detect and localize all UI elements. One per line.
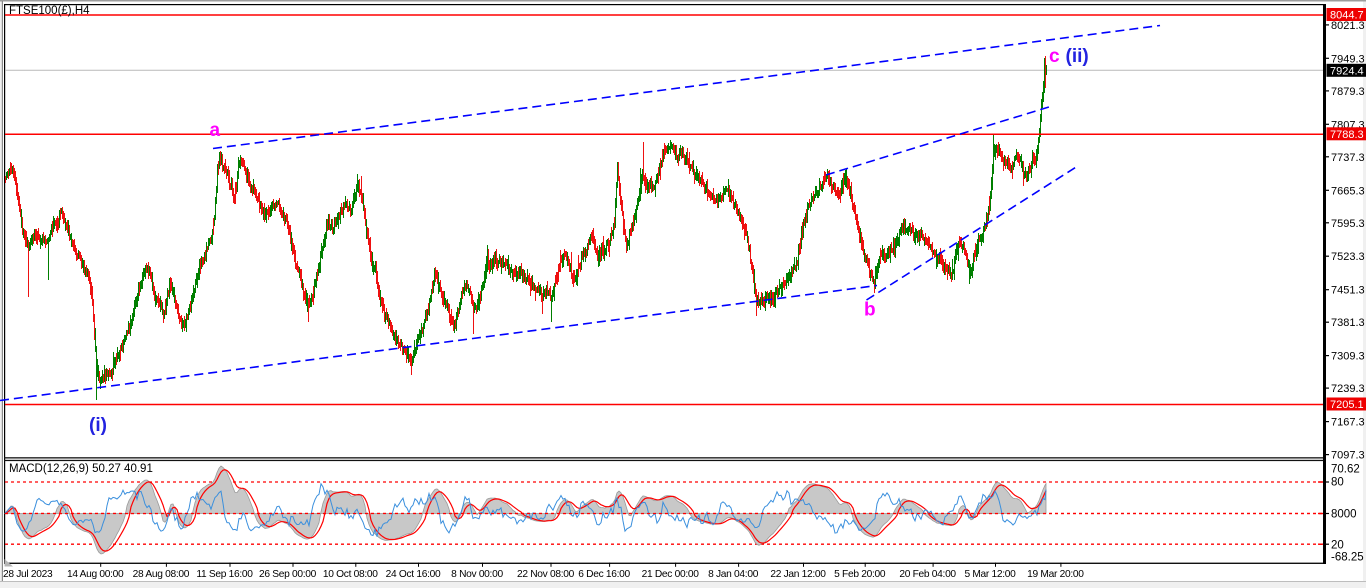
svg-text:10 Oct 08:00: 10 Oct 08:00 bbox=[323, 569, 378, 580]
svg-text:5 Mar 12:00: 5 Mar 12:00 bbox=[964, 569, 1016, 580]
svg-text:(i): (i) bbox=[89, 415, 107, 436]
svg-text:7879.3: 7879.3 bbox=[1331, 86, 1365, 98]
svg-text:8044.7: 8044.7 bbox=[1330, 10, 1364, 22]
svg-text:8 Nov 00:00: 8 Nov 00:00 bbox=[451, 569, 503, 580]
svg-text:80: 80 bbox=[1331, 477, 1344, 489]
svg-text:7167.3: 7167.3 bbox=[1331, 417, 1365, 429]
svg-text:7595.3: 7595.3 bbox=[1331, 218, 1365, 230]
svg-text:24 Oct 16:00: 24 Oct 16:00 bbox=[386, 569, 441, 580]
svg-text:8 Jan 04:00: 8 Jan 04:00 bbox=[708, 569, 759, 580]
svg-text:11 Sep 16:00: 11 Sep 16:00 bbox=[196, 569, 253, 580]
svg-text:7239.3: 7239.3 bbox=[1331, 383, 1365, 395]
svg-text:7381.3: 7381.3 bbox=[1331, 317, 1365, 329]
svg-text:26 Sep 00:00: 26 Sep 00:00 bbox=[259, 569, 317, 580]
svg-text:(ii): (ii) bbox=[1066, 46, 1089, 67]
svg-text:7205.1: 7205.1 bbox=[1330, 399, 1364, 411]
svg-text:7097.3: 7097.3 bbox=[1331, 450, 1365, 462]
svg-text:20 Feb 04:00: 20 Feb 04:00 bbox=[899, 569, 956, 580]
svg-text:7451.3: 7451.3 bbox=[1331, 285, 1365, 297]
svg-text:7949.3: 7949.3 bbox=[1331, 53, 1365, 65]
svg-text:21 Dec 00:00: 21 Dec 00:00 bbox=[642, 569, 700, 580]
svg-text:8000: 8000 bbox=[1331, 509, 1357, 521]
svg-text:7309.3: 7309.3 bbox=[1331, 351, 1365, 363]
svg-text:22 Jan 12:00: 22 Jan 12:00 bbox=[770, 569, 826, 580]
svg-text:20: 20 bbox=[1331, 540, 1344, 552]
svg-text:7737.3: 7737.3 bbox=[1331, 152, 1365, 164]
svg-text:a: a bbox=[210, 120, 221, 141]
svg-text:7665.3: 7665.3 bbox=[1331, 185, 1365, 197]
svg-text:6 Dec 16:00: 6 Dec 16:00 bbox=[578, 569, 630, 580]
svg-text:7924.4: 7924.4 bbox=[1330, 65, 1364, 77]
svg-text:7523.3: 7523.3 bbox=[1331, 251, 1365, 263]
svg-text:5 Feb 20:00: 5 Feb 20:00 bbox=[834, 569, 886, 580]
svg-text:28 Jul 2023: 28 Jul 2023 bbox=[3, 569, 53, 580]
svg-text:7788.3: 7788.3 bbox=[1330, 129, 1364, 141]
svg-text:-68.25: -68.25 bbox=[1331, 552, 1364, 564]
svg-text:MACD(12,26,9) 50.27 40.91: MACD(12,26,9) 50.27 40.91 bbox=[9, 463, 153, 475]
svg-text:FTSE100(£),H4: FTSE100(£),H4 bbox=[9, 5, 90, 17]
svg-text:28 Aug 08:00: 28 Aug 08:00 bbox=[133, 569, 190, 580]
svg-text:8021.3: 8021.3 bbox=[1331, 20, 1365, 32]
svg-text:22 Nov 08:00: 22 Nov 08:00 bbox=[517, 569, 575, 580]
svg-text:c: c bbox=[1049, 46, 1060, 67]
svg-text:14 Aug 00:00: 14 Aug 00:00 bbox=[67, 569, 124, 580]
svg-text:19 Mar 20:00: 19 Mar 20:00 bbox=[1027, 569, 1084, 580]
svg-text:b: b bbox=[864, 300, 876, 321]
svg-text:70.62: 70.62 bbox=[1331, 464, 1360, 476]
